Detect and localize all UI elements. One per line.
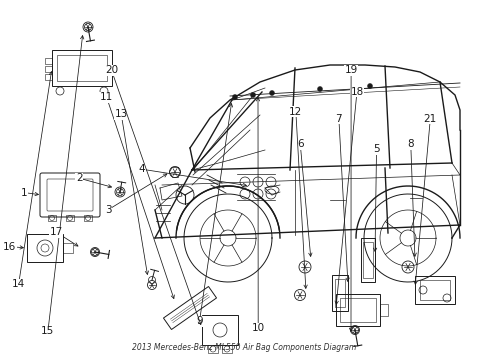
Text: 7: 7 [335, 114, 342, 124]
Bar [84, 215, 92, 221]
Text: 8: 8 [407, 139, 413, 149]
Bar [45, 74, 52, 80]
Bar [27, 234, 63, 262]
Text: 11: 11 [100, 92, 113, 102]
Bar [207, 345, 218, 353]
Circle shape [317, 86, 322, 91]
Text: 15: 15 [41, 326, 55, 336]
Text: 2: 2 [76, 173, 82, 183]
Text: 5: 5 [372, 144, 379, 154]
Bar [202, 315, 238, 345]
Bar [419, 280, 449, 300]
Bar [66, 215, 74, 221]
Text: 20: 20 [105, 65, 118, 75]
Circle shape [250, 93, 255, 98]
Bar [52, 50, 112, 86]
Text: 3: 3 [105, 204, 112, 215]
Text: 14: 14 [12, 279, 25, 289]
Text: 12: 12 [288, 107, 302, 117]
Text: 18: 18 [349, 87, 363, 97]
Circle shape [232, 94, 237, 99]
Bar [339, 298, 375, 322]
Text: 13: 13 [114, 109, 128, 120]
Text: 2013 Mercedes-Benz ML550 Air Bag Components Diagram: 2013 Mercedes-Benz ML550 Air Bag Compone… [132, 343, 355, 352]
Text: 16: 16 [3, 242, 17, 252]
Text: 9: 9 [196, 316, 203, 326]
Bar [48, 215, 56, 221]
Bar [379, 304, 387, 316]
Bar [45, 66, 52, 72]
Text: 4: 4 [138, 164, 145, 174]
Bar [362, 242, 372, 278]
Bar [331, 275, 347, 311]
Bar [334, 279, 345, 307]
Bar [414, 276, 454, 304]
Text: 17: 17 [49, 227, 63, 237]
Bar [57, 55, 107, 81]
Bar [63, 243, 73, 253]
Bar [335, 294, 379, 326]
Bar [45, 58, 52, 64]
Text: 1: 1 [21, 188, 28, 198]
Text: 6: 6 [296, 139, 303, 149]
Text: 19: 19 [344, 65, 357, 75]
Circle shape [367, 84, 372, 89]
Bar [222, 345, 231, 353]
Text: 10: 10 [251, 323, 264, 333]
Bar [360, 238, 374, 282]
Text: 21: 21 [423, 114, 436, 124]
Circle shape [269, 90, 274, 95]
